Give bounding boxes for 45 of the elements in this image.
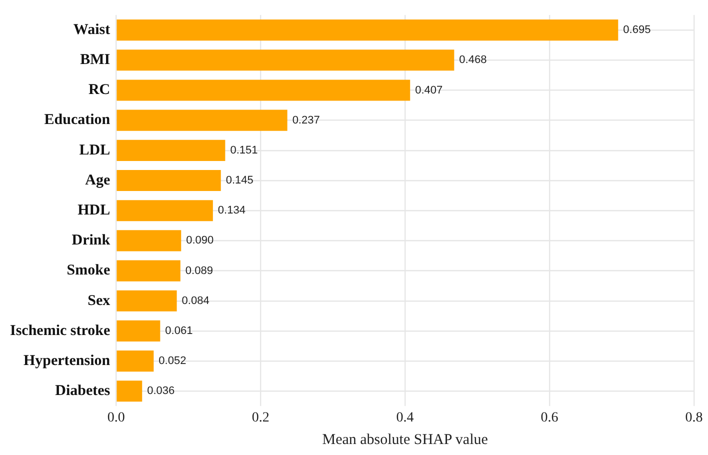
bar — [116, 380, 142, 402]
data-label: 0.151 — [230, 144, 258, 156]
y-tick-label: RC — [88, 82, 110, 98]
bar — [116, 140, 226, 161]
bar — [116, 350, 154, 372]
y-tick-label: HDL — [78, 202, 110, 218]
y-tick-label: Hypertension — [23, 352, 111, 369]
data-label: 0.052 — [158, 355, 186, 368]
data-label: 0.036 — [147, 385, 175, 398]
x-tick-label: 0.2 — [252, 410, 270, 426]
y-tick-label: Education — [44, 112, 111, 128]
bar — [116, 260, 180, 282]
data-label: 0.061 — [165, 325, 193, 337]
bar — [116, 50, 454, 71]
data-label: 0.695 — [623, 24, 651, 36]
x-tick-label: 0.6 — [540, 410, 558, 426]
bar — [116, 20, 618, 41]
y-tick-label: Smoke — [66, 262, 110, 279]
y-tick-label: Diabetes — [55, 383, 110, 400]
bar — [116, 80, 410, 101]
data-label: 0.134 — [218, 204, 246, 217]
x-tick-label: 0.0 — [107, 410, 125, 426]
y-tick-label: Sex — [88, 292, 111, 309]
bar — [116, 110, 288, 131]
y-tick-label: Ischemic stroke — [10, 322, 110, 339]
y-tick-label: Waist — [73, 22, 110, 38]
data-label: 0.084 — [182, 294, 210, 307]
data-label: 0.145 — [226, 174, 254, 187]
x-tick-label: 0.8 — [685, 410, 703, 426]
data-label: 0.407 — [415, 84, 443, 96]
bar — [116, 290, 177, 312]
y-tick-label: Drink — [72, 232, 111, 249]
y-tick-label: BMI — [80, 52, 110, 68]
bar — [116, 170, 221, 192]
bar — [116, 200, 213, 222]
x-tick-label: 0.4 — [396, 410, 414, 426]
data-label: 0.237 — [292, 114, 320, 126]
x-axis-title: Mean absolute SHAP value — [322, 432, 488, 448]
bar — [116, 230, 182, 252]
data-label: 0.468 — [459, 54, 487, 66]
y-tick-label: Age — [85, 172, 110, 188]
bar — [116, 320, 160, 342]
data-label: 0.090 — [186, 234, 214, 247]
data-label: 0.089 — [185, 264, 213, 277]
y-tick-label: LDL — [79, 142, 110, 158]
